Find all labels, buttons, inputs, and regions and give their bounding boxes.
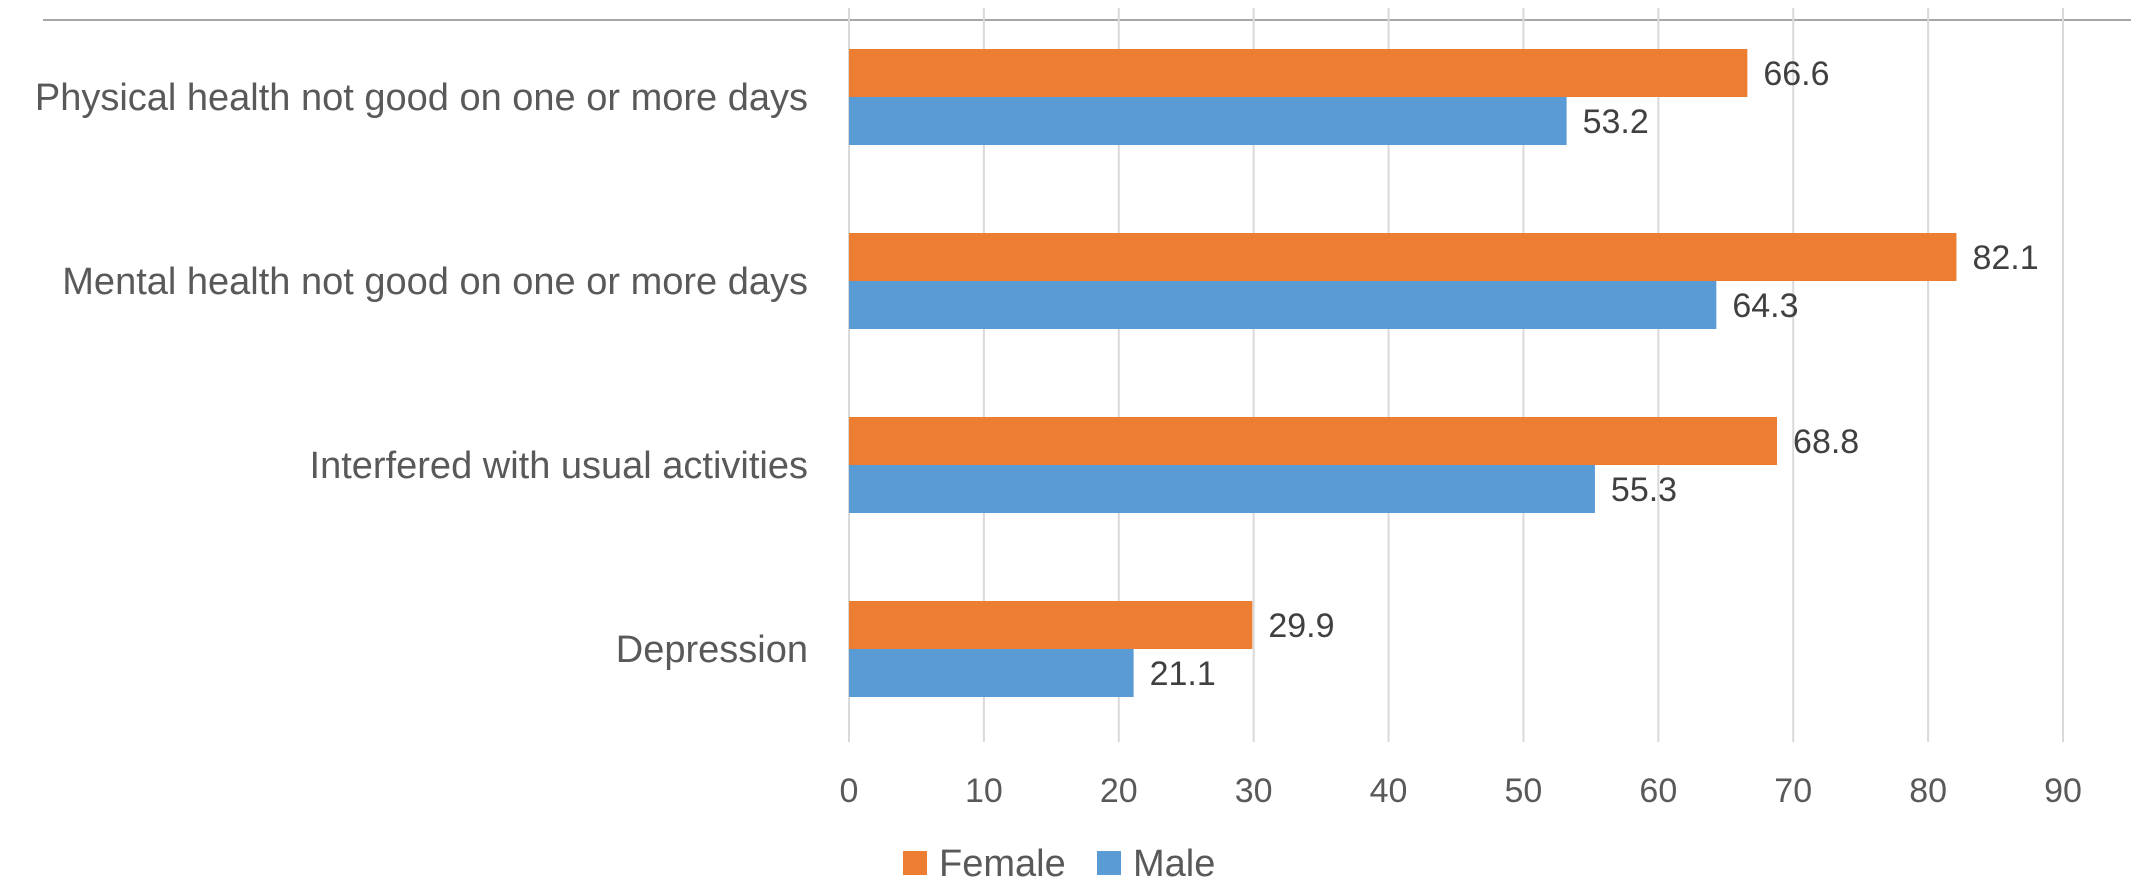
data-label-female-1: 82.1 — [1972, 239, 2038, 277]
data-label-male-1: 64.3 — [1732, 287, 1798, 325]
bar-female-2 — [849, 417, 1778, 465]
legend-label-male: Male — [1133, 843, 1215, 882]
data-labels: 66.6 53.2 82.1 64.3 68.8 55.3 29.9 21.1 — [1150, 55, 2039, 693]
tick-label-0: 0 — [840, 772, 859, 810]
tick-label-70: 70 — [1774, 772, 1812, 810]
data-label-male-0: 53.2 — [1583, 103, 1649, 141]
legend-label-female: Female — [939, 843, 1066, 882]
bar-male-0 — [849, 97, 1567, 145]
bar-male-2 — [849, 465, 1595, 513]
category-label: Mental health not good on one or more da… — [62, 261, 808, 303]
tick-label-90: 90 — [2044, 772, 2082, 810]
legend-swatch-female — [903, 851, 927, 875]
category-label: Physical health not good on one or more … — [35, 77, 808, 119]
category-axis-labels: Physical health not good on one or more … — [35, 77, 808, 671]
data-label-female-3: 29.9 — [1268, 607, 1334, 645]
bar-female-0 — [849, 49, 1748, 97]
data-label-male-3: 21.1 — [1150, 655, 1216, 693]
bars — [849, 49, 1957, 697]
tick-label-50: 50 — [1505, 772, 1543, 810]
legend: Female Male — [903, 843, 1215, 882]
data-label-female-0: 66.6 — [1763, 55, 1829, 93]
bar-male-3 — [849, 649, 1134, 697]
category-label: Interfered with usual activities — [310, 445, 808, 487]
data-label-male-2: 55.3 — [1611, 471, 1677, 509]
bar-female-1 — [849, 233, 1957, 281]
tick-label-20: 20 — [1100, 772, 1138, 810]
tick-label-60: 60 — [1639, 772, 1677, 810]
tick-label-30: 30 — [1235, 772, 1273, 810]
category-label: Depression — [616, 629, 808, 671]
data-label-female-2: 68.8 — [1793, 423, 1859, 461]
legend-swatch-male — [1097, 851, 1121, 875]
bar-male-1 — [849, 281, 1717, 329]
tick-label-40: 40 — [1370, 772, 1408, 810]
value-axis-tick-labels: 0 10 20 30 40 50 60 70 80 90 — [840, 772, 2082, 810]
tick-label-80: 80 — [1909, 772, 1947, 810]
tick-label-10: 10 — [965, 772, 1003, 810]
bar-female-3 — [849, 601, 1253, 649]
